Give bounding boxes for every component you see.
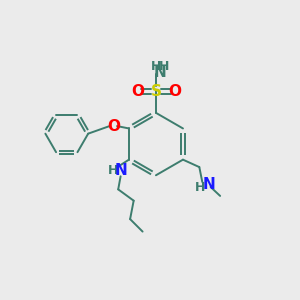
Text: H: H <box>108 164 119 178</box>
Text: H: H <box>151 60 161 73</box>
Text: H: H <box>159 60 169 73</box>
Text: O: O <box>131 84 144 99</box>
Text: N: N <box>154 64 166 80</box>
Text: S: S <box>150 84 161 99</box>
Text: N: N <box>115 164 128 178</box>
Text: H: H <box>195 182 205 194</box>
Text: O: O <box>168 84 181 99</box>
Text: N: N <box>202 176 215 191</box>
Text: O: O <box>107 118 120 134</box>
